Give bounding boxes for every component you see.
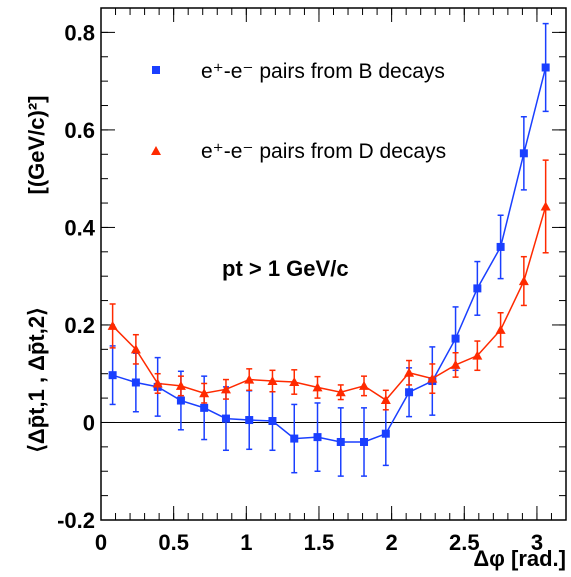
y-tick-label: 0.6	[64, 118, 95, 143]
data-point-d-decays	[267, 376, 278, 386]
data-point-b-decays	[473, 284, 482, 293]
x-tick-label: 1	[240, 530, 252, 555]
x-tick-label: 2.5	[449, 530, 480, 555]
x-axis-title: Δφ [rad.]	[473, 546, 566, 571]
y-tick-label: 0.2	[64, 313, 95, 338]
y-tick-label: 0.8	[64, 20, 95, 45]
y-tick-label: 0.4	[64, 215, 95, 240]
legend: e⁺-e⁻ pairs from B decays e⁺-e⁻ pairs fr…	[151, 60, 446, 163]
data-point-d-decays	[220, 384, 231, 394]
legend-marker-b-decays	[152, 66, 160, 74]
annotation-pt-cut: pt > 1 GeV/c	[222, 256, 349, 281]
data-point-d-decays	[335, 387, 346, 397]
data-point-d-decays	[199, 388, 210, 398]
data-point-b-decays	[245, 416, 254, 425]
data-point-d-decays	[380, 395, 391, 405]
x-tick-label: 1.5	[304, 530, 335, 555]
data-point-b-decays	[451, 334, 460, 343]
data-point-b-decays	[108, 371, 117, 380]
legend-label-d-decays: e⁺-e⁻ pairs from D decays	[201, 140, 446, 163]
data-point-d-decays	[518, 276, 529, 286]
data-point-b-decays	[496, 242, 505, 251]
data-point-d-decays	[107, 320, 118, 330]
data-point-b-decays	[221, 414, 230, 423]
y-axis-title-right: [(GeV/c)²]	[24, 96, 49, 195]
data-point-d-decays	[289, 377, 300, 387]
series-layer	[107, 22, 551, 477]
data-point-d-decays	[244, 374, 255, 384]
y-axis-title-left: ⟨Δp̄t,1 , Δp̄t,2⟩	[24, 307, 49, 452]
data-point-d-decays	[495, 324, 506, 334]
y-tick-label: 0	[83, 410, 95, 435]
legend-marker-d-decays	[151, 146, 161, 155]
data-point-d-decays	[130, 344, 141, 354]
data-point-d-decays	[472, 350, 483, 360]
data-point-d-decays	[540, 201, 551, 211]
series-b-decays	[108, 22, 550, 477]
x-tick-label: 0	[95, 530, 107, 555]
data-point-d-decays	[312, 382, 323, 392]
data-point-b-decays	[131, 378, 140, 387]
data-point-b-decays	[313, 433, 322, 442]
series-line-d-decays	[112, 206, 547, 402]
axis-ticks	[100, 7, 567, 521]
data-point-d-decays	[427, 373, 438, 383]
data-point-d-decays	[175, 380, 186, 390]
x-tick-label: 2	[386, 530, 398, 555]
data-point-b-decays	[405, 388, 414, 397]
data-point-b-decays	[360, 437, 369, 446]
data-point-d-decays	[404, 367, 415, 377]
data-point-b-decays	[336, 437, 345, 446]
axis-tick-labels: 0 0.5 1 1.5 2 2.5 3-0.200.20.40.60.8	[57, 20, 543, 555]
data-point-d-decays	[450, 359, 461, 369]
data-point-b-decays	[268, 417, 277, 426]
x-tick-label: 3	[531, 530, 543, 555]
x-tick-label: 0.5	[158, 530, 189, 555]
data-point-b-decays	[541, 63, 550, 72]
data-point-b-decays	[290, 434, 299, 443]
y-tick-label: -0.2	[57, 508, 95, 533]
data-point-d-decays	[152, 378, 163, 388]
data-point-d-decays	[359, 380, 370, 390]
data-point-b-decays	[381, 429, 390, 438]
data-point-b-decays	[200, 403, 209, 412]
data-point-b-decays	[176, 396, 185, 405]
legend-label-b-decays: e⁺-e⁻ pairs from B decays	[201, 60, 445, 83]
series-d-decays	[107, 159, 551, 411]
data-point-b-decays	[519, 149, 528, 158]
